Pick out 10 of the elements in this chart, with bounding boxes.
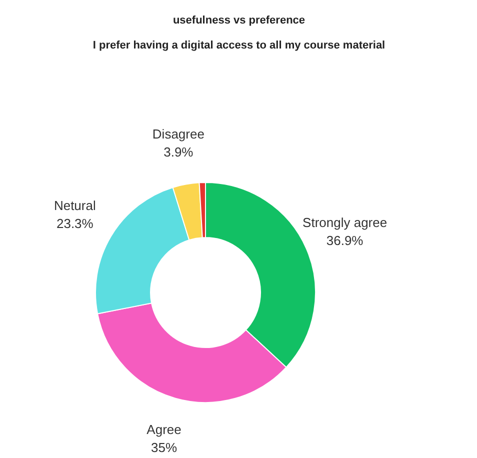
data-label: 23.3% — [56, 216, 94, 232]
data-label: 3.9% — [164, 144, 194, 160]
slice-label: Netural — [54, 198, 96, 214]
data-label: 36.9% — [326, 233, 364, 248]
slice-label: Disagree — [152, 126, 204, 142]
chart-title: usefulness vs preference — [172, 14, 306, 26]
slice-label: Agree — [146, 422, 182, 438]
data-label: 35% — [151, 440, 178, 456]
chart-subtitle: I prefer having a digital access to all my course material — [92, 40, 386, 52]
slice-label: Strongly agree — [302, 215, 388, 230]
